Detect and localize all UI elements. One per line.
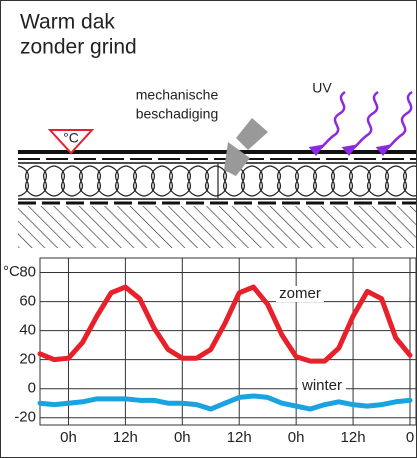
- x-tick-label: 0: [406, 429, 414, 446]
- y-tick-label: 80: [19, 263, 36, 280]
- damage-label: mechanische: [136, 87, 219, 103]
- legend-bg: [298, 378, 346, 394]
- x-tick-label: 0h: [60, 429, 77, 446]
- series-line: [37, 393, 413, 412]
- y-tick-label: 60: [19, 293, 36, 310]
- x-tick-label: 12h: [341, 429, 366, 446]
- y-axis-label: °C: [3, 263, 20, 280]
- title-line: Warm dak: [20, 11, 115, 34]
- shovel: [224, 118, 268, 176]
- uv-label: UV: [312, 80, 332, 96]
- x-tick-label: 12h: [113, 429, 138, 446]
- legend-label: zomer: [279, 285, 321, 302]
- temp-symbol: °C: [63, 130, 79, 146]
- y-tick-label: 0: [28, 380, 36, 397]
- series-line: [37, 284, 413, 364]
- legend-label: winter: [301, 377, 342, 394]
- temperature-symbol: °C: [47, 129, 95, 155]
- title-line: zonder grind: [20, 36, 137, 59]
- x-tick-label: 0h: [288, 429, 305, 446]
- plot-frame: [39, 257, 417, 426]
- y-tick-label: 40: [19, 322, 36, 339]
- y-tick-label: 20: [19, 351, 36, 368]
- legend-bg: [276, 286, 324, 302]
- uv-rays: [308, 90, 413, 157]
- damage-label: beschadiging: [136, 106, 219, 122]
- x-tick-label: 12h: [227, 429, 252, 446]
- x-tick-label: 0h: [174, 429, 191, 446]
- y-tick-label: -20: [14, 409, 36, 426]
